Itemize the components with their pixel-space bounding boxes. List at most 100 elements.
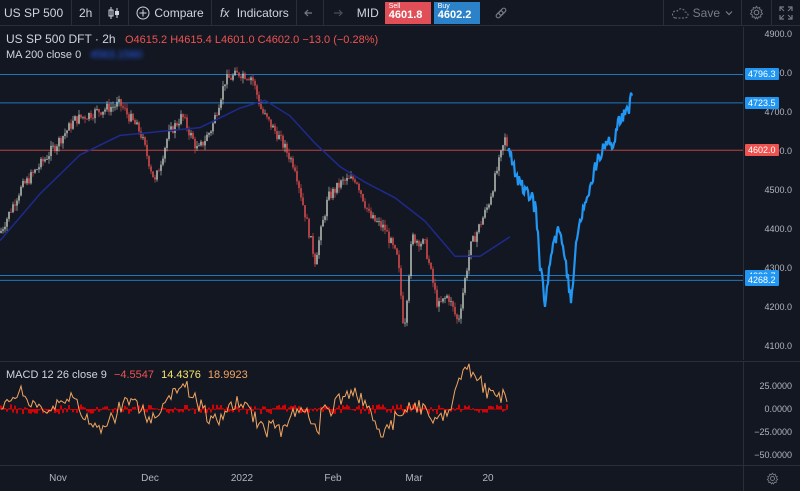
candle-body bbox=[188, 128, 190, 136]
candle-body bbox=[506, 137, 508, 147]
candle-body bbox=[152, 171, 154, 178]
candle-body bbox=[320, 226, 322, 241]
price-chart-pane[interactable]: US SP 500 DFT · 2h O4615.2 H4615.4 L4601… bbox=[0, 27, 743, 360]
sell-button[interactable]: Sell 4601.8 bbox=[384, 1, 431, 24]
macd-histogram-bar bbox=[500, 405, 502, 410]
price-tick-label: 4900.0 bbox=[764, 29, 792, 39]
candle-body bbox=[216, 115, 218, 116]
candle-body bbox=[472, 236, 474, 242]
symbol-search-input[interactable]: US SP 500 D bbox=[0, 0, 72, 26]
candle-body bbox=[158, 170, 160, 172]
axis-settings-button[interactable] bbox=[743, 465, 800, 491]
settings-button[interactable] bbox=[742, 0, 772, 26]
save-button[interactable]: Save bbox=[662, 0, 742, 26]
ma-legend[interactable]: MA 200 close 0 4563.1560 bbox=[6, 49, 142, 61]
chart-style-button[interactable] bbox=[100, 0, 130, 26]
level-price-label[interactable]: 4723.5 bbox=[745, 96, 779, 109]
fullscreen-button[interactable] bbox=[772, 0, 800, 26]
candle-body bbox=[358, 183, 360, 191]
macd-histogram-bar bbox=[170, 409, 172, 411]
macd-histogram-bar bbox=[350, 409, 352, 410]
macd-axis[interactable]: 25.0000 0.0000 −25.0000 −50.0000 bbox=[743, 361, 800, 465]
macd-histogram-bar bbox=[22, 409, 24, 415]
macd-histogram-bar bbox=[80, 404, 82, 410]
projection-line bbox=[506, 92, 634, 308]
macd-tick-label: −50.0000 bbox=[754, 450, 792, 461]
candle-body bbox=[398, 254, 400, 269]
macd-canvas[interactable] bbox=[0, 362, 743, 466]
macd-histogram-bar bbox=[256, 408, 258, 410]
candle-body bbox=[174, 123, 176, 133]
indicators-button[interactable]: fx Indicators bbox=[212, 0, 297, 26]
macd-histogram-bar bbox=[66, 409, 68, 413]
candle-body bbox=[258, 94, 260, 105]
macd-pane[interactable]: MACD 12 26 close 9 −4.5547 14.4376 18.99… bbox=[0, 361, 743, 465]
candle-body bbox=[22, 180, 24, 187]
candle-body bbox=[206, 134, 208, 141]
macd-histogram-bar bbox=[312, 409, 314, 412]
macd-histogram-bar bbox=[276, 405, 278, 410]
level-price-label[interactable]: 4796.3 bbox=[745, 68, 779, 81]
level-price-label[interactable]: 4268.2 bbox=[745, 274, 779, 287]
macd-histogram-bar bbox=[416, 407, 418, 410]
redo-button[interactable] bbox=[324, 0, 350, 26]
macd-histogram-bar bbox=[448, 408, 450, 410]
candle-body bbox=[412, 234, 414, 245]
candle-body bbox=[346, 178, 348, 181]
macd-histogram-bar bbox=[52, 407, 54, 410]
candle-body bbox=[194, 138, 196, 149]
macd-histogram-bar bbox=[286, 409, 288, 412]
candle-body bbox=[446, 295, 448, 298]
interval-label: 2h bbox=[79, 5, 93, 20]
macd-histogram-bar bbox=[308, 409, 310, 413]
macd-histogram-bar bbox=[194, 409, 196, 414]
candle-body bbox=[24, 180, 26, 184]
candle-body bbox=[144, 137, 146, 145]
macd-histogram-bar bbox=[436, 409, 438, 415]
price-mode-label[interactable]: MID bbox=[350, 0, 382, 26]
macd-histogram-bar bbox=[484, 409, 486, 413]
level-price-label[interactable]: 4602.0 bbox=[745, 144, 779, 157]
candle-body bbox=[54, 145, 56, 151]
macd-histogram-bar bbox=[470, 409, 472, 410]
buy-button[interactable]: Buy 4602.2 bbox=[433, 1, 480, 24]
time-axis[interactable]: Nov Dec 2022 Feb Mar 20 bbox=[0, 465, 743, 491]
undo-button[interactable] bbox=[297, 0, 324, 26]
macd-histogram-bar bbox=[402, 409, 404, 412]
price-tick-label: 4100.0 bbox=[764, 341, 792, 351]
symbol-text: US SP 500 D bbox=[4, 5, 64, 20]
link-button[interactable] bbox=[486, 0, 516, 26]
candle-body bbox=[104, 109, 106, 112]
chevron-down-icon bbox=[725, 10, 733, 15]
candle-body bbox=[378, 221, 380, 222]
candle-body bbox=[192, 132, 194, 139]
candle-body bbox=[38, 167, 40, 170]
candle-body bbox=[246, 79, 248, 80]
candle-body bbox=[450, 301, 452, 303]
candle-body bbox=[126, 108, 128, 115]
macd-histogram-bar bbox=[240, 409, 242, 411]
top-toolbar: US SP 500 D 2h Compare fx Indicators bbox=[0, 0, 800, 26]
candle-body bbox=[322, 219, 324, 227]
candle-body bbox=[292, 158, 294, 168]
candle-body bbox=[410, 244, 412, 277]
macd-histogram-bar bbox=[446, 409, 448, 411]
macd-histogram-bar bbox=[288, 407, 290, 410]
candle-body bbox=[160, 164, 162, 171]
macd-histogram-bar bbox=[498, 406, 500, 410]
candle-body bbox=[180, 114, 182, 124]
candle-body bbox=[380, 221, 382, 228]
price-tick-label: 4300.0 bbox=[764, 263, 792, 273]
price-chart-canvas[interactable] bbox=[0, 27, 743, 360]
macd-histogram-bar bbox=[418, 409, 420, 412]
macd-legend[interactable]: MACD 12 26 close 9 −4.5547 14.4376 18.99… bbox=[6, 369, 248, 381]
candle-body bbox=[150, 166, 152, 172]
macd-histogram-bar bbox=[178, 409, 180, 413]
macd-histogram-bar bbox=[328, 406, 330, 410]
interval-button[interactable]: 2h bbox=[72, 0, 101, 26]
candle-body bbox=[424, 239, 426, 241]
compare-button[interactable]: Compare bbox=[129, 0, 212, 26]
macd-histogram-bar bbox=[218, 407, 220, 410]
price-axis[interactable]: 4900.04800.04700.04600.04500.04400.04300… bbox=[743, 27, 800, 360]
candle-body bbox=[370, 210, 372, 219]
